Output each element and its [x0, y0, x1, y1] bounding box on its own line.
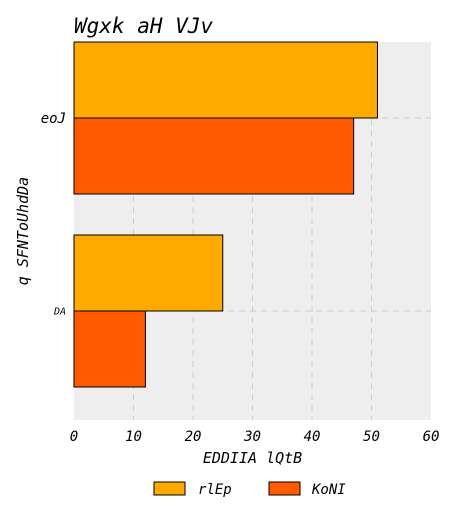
bar-KoNI-eoJ: [73, 117, 355, 195]
y-tick-label: DA: [53, 307, 66, 318]
legend-label-rlEp: rlEp: [198, 482, 232, 498]
legend-swatch-KoNI: [268, 481, 301, 496]
legend: rlEp KoNI: [153, 481, 346, 498]
bars: [73, 41, 378, 388]
bar-KoNI-DA: [73, 310, 146, 388]
bar-rlEp-DA: [73, 234, 224, 312]
x-tick-label: 60: [423, 429, 440, 445]
x-tick-label: 30: [243, 429, 261, 445]
y-tick-labels: eoJ DA: [41, 111, 66, 318]
x-tick-label: 0: [70, 429, 78, 445]
x-axis-label: EDDIIA lQtB: [203, 449, 302, 467]
x-tick-label: 10: [125, 429, 142, 445]
y-tick-label: eoJ: [41, 111, 66, 127]
legend-swatch-rlEp: [153, 481, 186, 496]
x-tick-label: 50: [363, 429, 380, 445]
chart-title: Wgxk aH VJv: [74, 14, 213, 38]
bar-rlEp-eoJ: [73, 41, 378, 119]
x-tick-label: 40: [304, 429, 321, 445]
x-tick-labels: 0 10 20 30 40 50 60: [70, 429, 440, 445]
legend-label-KoNI: KoNI: [311, 482, 346, 498]
y-axis-label: q SFNToUhdDa: [14, 177, 32, 285]
x-tick-label: 20: [185, 429, 202, 445]
